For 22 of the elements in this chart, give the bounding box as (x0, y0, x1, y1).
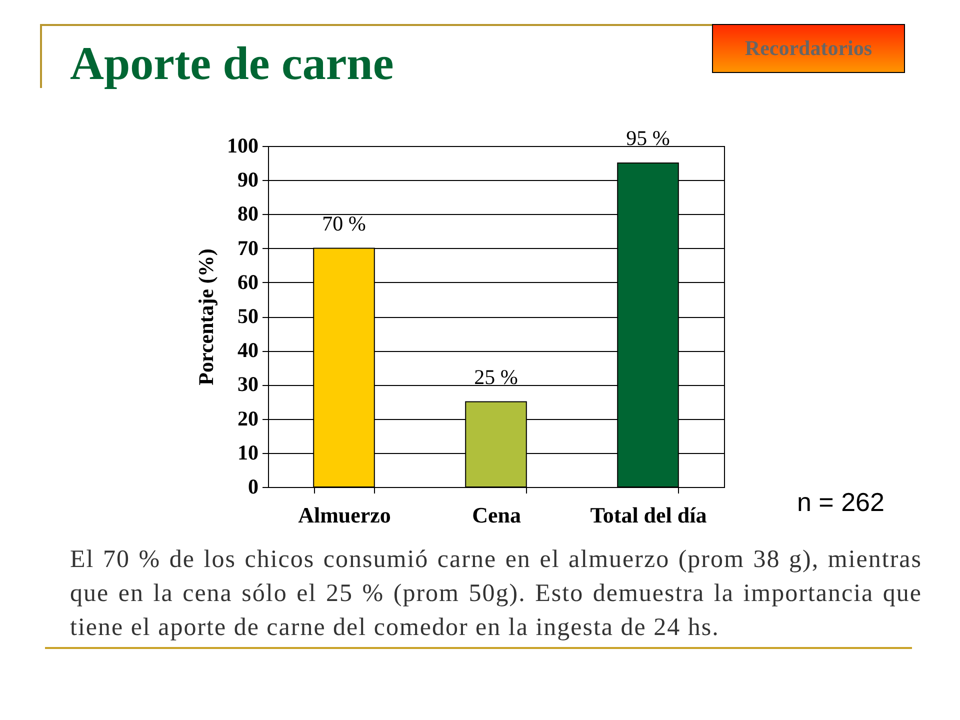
y-tick-label: 20 (238, 406, 258, 430)
y-tick-label: 60 (238, 270, 258, 294)
text: El 70 % de los chicos consumió carne en el almuerzo (prom 38 g), mientras que en la cena sólo el 25 % (prom 50g). Esto demuestra la importancia que tiene el aporte de carne del comedor en la ingesta de 24 hs. (70, 545, 922, 643)
x-tick-label: Cena (472, 502, 521, 528)
y-tick-label: 40 (238, 338, 258, 362)
text: n = 262 (797, 487, 884, 518)
y-tick-label: 100 (227, 134, 258, 158)
x-tick-label: Total del día (590, 502, 707, 528)
y-tick-label: 30 (238, 372, 258, 396)
data-label: 95 % (626, 126, 670, 150)
y-tick-label: 0 (248, 474, 258, 498)
y-tick-label: 50 (238, 304, 258, 328)
data-label: 25 % (474, 364, 518, 389)
y-tick-label: 70 (238, 236, 258, 260)
button: Recordatorios (712, 24, 905, 73)
y-tick-label: 80 (238, 202, 258, 226)
y-tick-label: 90 (238, 168, 258, 192)
chart-title: Aporte de carne (70, 37, 394, 91)
y-tick-label: 10 (238, 440, 258, 464)
y-axis-title: Porcentaje (%) (194, 248, 218, 386)
x-tick-label: Almuerzo (298, 502, 391, 528)
data-label: 70 % (322, 211, 366, 236)
